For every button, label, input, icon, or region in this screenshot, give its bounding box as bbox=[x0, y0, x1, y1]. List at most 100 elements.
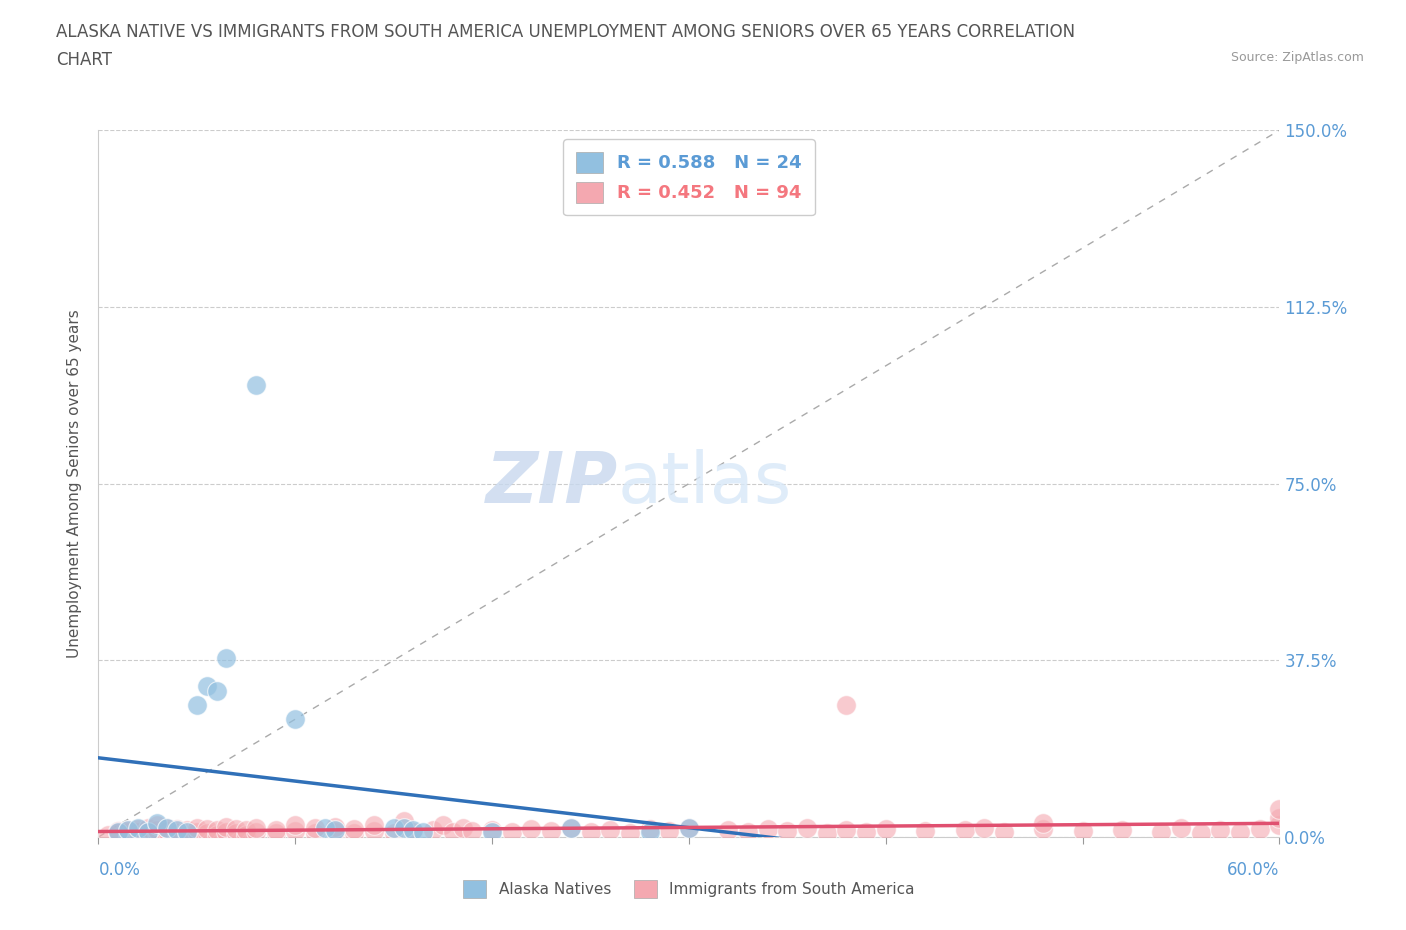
Point bbox=[1032, 821, 1054, 836]
Point bbox=[914, 824, 936, 839]
Point bbox=[501, 825, 523, 840]
Point bbox=[127, 821, 149, 836]
Point bbox=[186, 820, 208, 835]
Point bbox=[658, 824, 681, 839]
Point bbox=[392, 813, 415, 828]
Point bbox=[166, 822, 188, 837]
Text: 60.0%: 60.0% bbox=[1227, 860, 1279, 879]
Point bbox=[323, 825, 346, 840]
Point bbox=[875, 821, 897, 836]
Point bbox=[156, 820, 179, 835]
Point bbox=[461, 824, 484, 839]
Point bbox=[520, 821, 543, 836]
Point bbox=[776, 824, 799, 839]
Point bbox=[796, 820, 818, 835]
Point bbox=[343, 826, 366, 841]
Point bbox=[264, 822, 287, 837]
Point bbox=[117, 822, 139, 837]
Point bbox=[343, 821, 366, 836]
Point bbox=[107, 825, 129, 840]
Point bbox=[146, 816, 169, 830]
Point bbox=[1170, 820, 1192, 835]
Point bbox=[235, 822, 257, 837]
Point bbox=[835, 822, 858, 837]
Legend: Alaska Natives, Immigrants from South America: Alaska Natives, Immigrants from South Am… bbox=[454, 871, 924, 907]
Point bbox=[195, 679, 218, 694]
Point bbox=[1268, 817, 1291, 832]
Point bbox=[186, 825, 208, 840]
Point bbox=[323, 819, 346, 834]
Point bbox=[432, 817, 454, 832]
Point bbox=[235, 827, 257, 842]
Point bbox=[619, 826, 641, 841]
Y-axis label: Unemployment Among Seniors over 65 years: Unemployment Among Seniors over 65 years bbox=[67, 310, 83, 658]
Point bbox=[195, 826, 218, 841]
Text: Source: ZipAtlas.com: Source: ZipAtlas.com bbox=[1230, 51, 1364, 64]
Point bbox=[756, 821, 779, 836]
Point bbox=[245, 825, 267, 840]
Point bbox=[117, 827, 139, 842]
Point bbox=[136, 827, 159, 842]
Point bbox=[560, 820, 582, 835]
Point bbox=[1268, 802, 1291, 817]
Point bbox=[195, 821, 218, 836]
Point bbox=[225, 821, 247, 836]
Point bbox=[402, 822, 425, 837]
Text: atlas: atlas bbox=[619, 449, 793, 518]
Point bbox=[540, 824, 562, 839]
Point bbox=[737, 825, 759, 840]
Point bbox=[314, 820, 336, 835]
Point bbox=[1249, 821, 1271, 836]
Point bbox=[107, 826, 129, 841]
Point bbox=[205, 827, 228, 842]
Point bbox=[638, 821, 661, 836]
Point bbox=[815, 826, 838, 841]
Point bbox=[363, 817, 385, 832]
Text: 0.0%: 0.0% bbox=[98, 860, 141, 879]
Point bbox=[638, 825, 661, 840]
Point bbox=[481, 825, 503, 840]
Point bbox=[402, 825, 425, 840]
Point bbox=[156, 820, 179, 835]
Point bbox=[245, 378, 267, 392]
Point bbox=[146, 826, 169, 841]
Point bbox=[146, 817, 169, 832]
Point bbox=[1150, 825, 1173, 840]
Point bbox=[284, 711, 307, 726]
Point bbox=[225, 826, 247, 841]
Point bbox=[717, 822, 740, 837]
Point bbox=[382, 820, 405, 835]
Point bbox=[973, 820, 995, 835]
Point bbox=[392, 820, 415, 835]
Point bbox=[363, 824, 385, 839]
Point bbox=[835, 698, 858, 712]
Point bbox=[176, 822, 198, 837]
Point bbox=[245, 820, 267, 835]
Point bbox=[264, 826, 287, 841]
Point bbox=[127, 827, 149, 842]
Point bbox=[146, 822, 169, 837]
Point bbox=[855, 825, 877, 840]
Point bbox=[127, 825, 149, 840]
Point bbox=[136, 825, 159, 840]
Point bbox=[136, 820, 159, 835]
Point bbox=[117, 822, 139, 837]
Point bbox=[156, 824, 179, 839]
Point bbox=[284, 817, 307, 832]
Point bbox=[166, 821, 188, 836]
Point bbox=[953, 822, 976, 837]
Point bbox=[215, 819, 238, 834]
Point bbox=[1189, 826, 1212, 841]
Point bbox=[678, 820, 700, 835]
Point bbox=[284, 824, 307, 839]
Point bbox=[451, 820, 474, 835]
Point bbox=[323, 822, 346, 837]
Point bbox=[117, 825, 139, 840]
Point bbox=[1032, 816, 1054, 830]
Point bbox=[441, 825, 464, 840]
Point bbox=[304, 826, 326, 841]
Point bbox=[412, 825, 434, 840]
Point bbox=[1209, 822, 1232, 837]
Point bbox=[993, 825, 1015, 840]
Point bbox=[1268, 811, 1291, 826]
